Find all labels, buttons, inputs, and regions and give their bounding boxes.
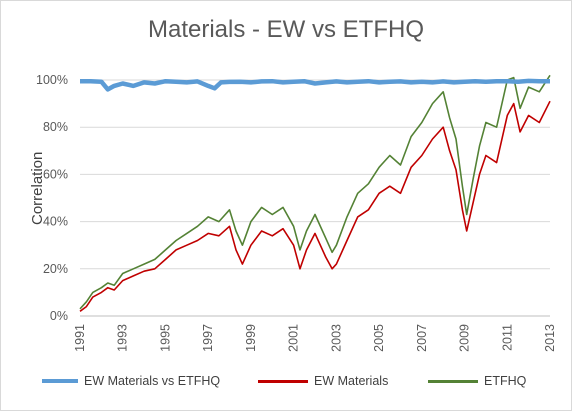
plot-area: 0% 20% 40% 60% 80% 100% 1991 1993 1995 1997 1999 20…	[36, 73, 557, 352]
series-line-etfhq	[79, 74, 551, 310]
x-tick-label: 1991	[73, 324, 87, 352]
x-tick-label: 2011	[500, 324, 514, 351]
series-line-ew-materials	[79, 100, 551, 312]
x-tick-label: 2003	[329, 324, 343, 352]
x-tick-label: 2005	[372, 324, 386, 352]
y-tick-label: 20%	[43, 262, 68, 276]
y-tick-label: 80%	[43, 120, 68, 134]
x-tick-label: 1999	[244, 324, 258, 352]
x-tick-label: 2001	[287, 324, 301, 352]
legend-item-etfhq: ETFHQ	[428, 374, 526, 388]
series-line-ew-materials-vs-etfhq	[80, 78, 550, 92]
y-tick-label: 60%	[43, 167, 68, 181]
x-tick-label: 2009	[458, 324, 472, 352]
y-tick-label: 40%	[43, 215, 68, 229]
legend: EW Materials vs ETFHQ EW Materials ETFHQ	[0, 374, 572, 394]
legend-swatch	[428, 379, 478, 383]
legend-label: EW Materials vs ETFHQ	[84, 374, 221, 388]
x-tick-label: 1997	[201, 324, 215, 352]
y-tick-label: 100%	[36, 73, 68, 87]
legend-label: ETFHQ	[484, 374, 527, 388]
chart-title: Materials - EW vs ETFHQ	[147, 16, 424, 43]
legend-item-ew-vs-etfhq: EW Materials vs ETFHQ	[42, 374, 220, 388]
x-tick-label: 1993	[116, 324, 130, 352]
legend-label: EW Materials	[314, 374, 389, 388]
y-tick-label: 0%	[50, 309, 68, 323]
x-tick-label: 1995	[158, 324, 172, 352]
legend-swatch	[42, 379, 78, 383]
x-tick-label: 2013	[543, 324, 557, 352]
legend-item-ew-materials: EW Materials	[258, 374, 388, 388]
legend-swatch	[258, 379, 308, 383]
x-tick-label: 2007	[415, 324, 429, 352]
